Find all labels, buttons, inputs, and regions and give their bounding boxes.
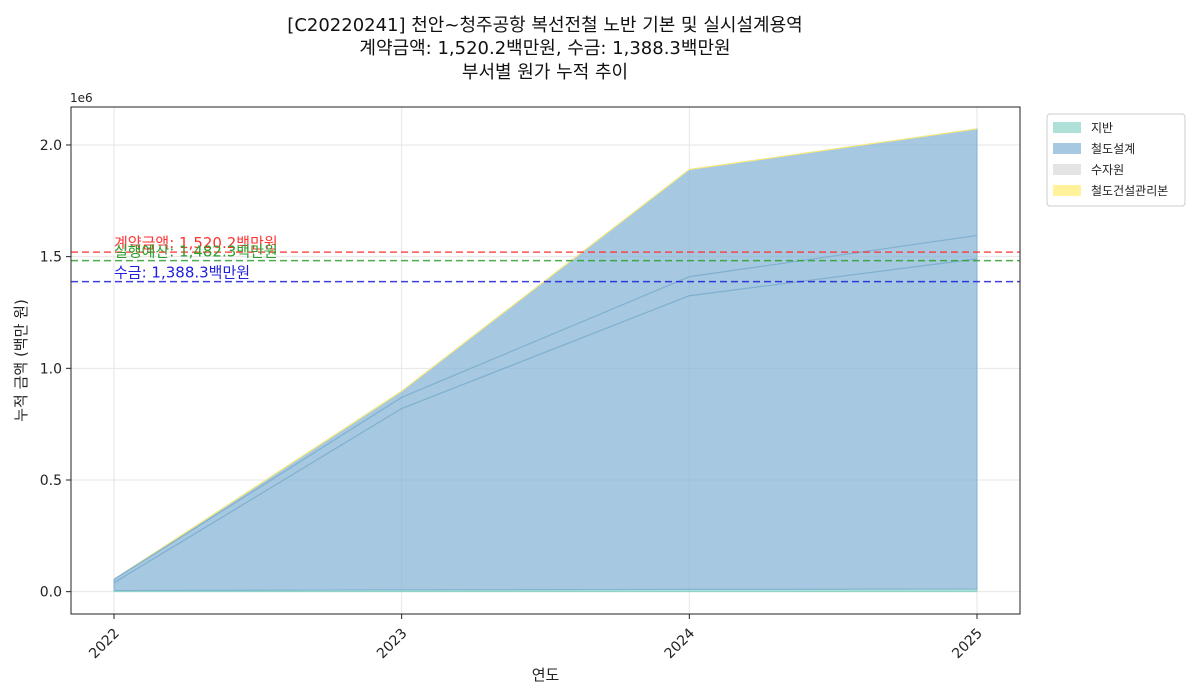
y-tick-label: 0.5 xyxy=(40,473,62,489)
y-tick-label: 2.0 xyxy=(40,138,62,154)
legend-label: 수자원 xyxy=(1091,163,1124,177)
title-line-3: 부서별 원가 누적 추이 xyxy=(462,62,628,83)
legend-swatch xyxy=(1053,122,1081,133)
area-layer xyxy=(113,128,978,593)
reference-label-0: 계약금액: 1,520.2백만원 xyxy=(114,234,278,252)
reference-label-2: 수금: 1,388.3백만원 xyxy=(114,264,250,282)
legend-label: 철도설계 xyxy=(1091,142,1135,156)
y-tick-label: 0.0 xyxy=(40,585,62,601)
legend-swatch xyxy=(1053,164,1081,175)
legend-swatch xyxy=(1053,185,1081,196)
reference-label-1: 실행예산: 1,482.3백만원 xyxy=(114,243,278,261)
title-line-2: 계약금액: 1,520.2백만원, 수금: 1,388.3백만원 xyxy=(359,38,730,59)
legend-swatch xyxy=(1053,143,1081,154)
x-tick-label: 2022 xyxy=(86,626,123,663)
y-axis-exponent: 1e6 xyxy=(70,91,93,105)
y-tick-label: 1.5 xyxy=(40,250,62,266)
legend-label: 철도건설관리본 xyxy=(1091,184,1168,198)
legend-frame xyxy=(1046,113,1186,207)
plot-frame xyxy=(70,106,1021,615)
y-axis-label: 누적 금액 (백만 원) xyxy=(12,299,30,422)
area-series-1 xyxy=(113,128,978,592)
y-tick-label: 1.0 xyxy=(40,361,62,377)
chart-title: [C20220241] 천안~청주공항 복선전철 노반 기본 및 실시설계용역 … xyxy=(287,15,802,83)
legend-label: 지반 xyxy=(1091,121,1113,135)
area-inner-line-0 xyxy=(113,234,978,580)
x-tick-label: 2025 xyxy=(949,626,986,663)
x-tick-label: 2024 xyxy=(662,625,699,662)
x-axis-label: 연도 xyxy=(532,666,560,684)
title-line-1: [C20220241] 천안~청주공항 복선전철 노반 기본 및 실시설계용역 xyxy=(287,15,802,36)
x-axis-ticks: 2022 2023 2024 2025 xyxy=(86,614,986,662)
x-tick-label: 2023 xyxy=(374,626,411,663)
y-axis-ticks: 0.0 0.5 1.0 1.5 2.0 xyxy=(40,138,71,601)
area-inner-line-1 xyxy=(113,258,978,584)
